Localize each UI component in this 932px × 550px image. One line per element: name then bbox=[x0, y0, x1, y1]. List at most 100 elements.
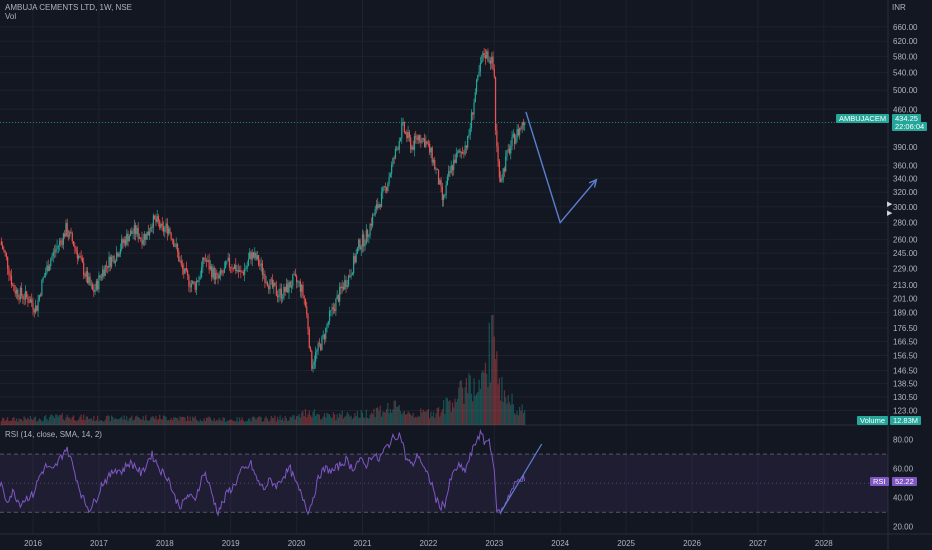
volume-bar bbox=[72, 415, 75, 425]
candle-body bbox=[20, 287, 23, 296]
candle-body bbox=[131, 230, 133, 234]
price-tick-label: 245.00 bbox=[893, 249, 918, 258]
candle-body bbox=[179, 260, 181, 262]
candle-body bbox=[256, 255, 258, 260]
candle-body bbox=[332, 307, 334, 309]
arrowhead-icon bbox=[588, 178, 598, 188]
drawing-tools[interactable] bbox=[500, 111, 598, 513]
volume-bar bbox=[451, 402, 454, 425]
volume-bar bbox=[203, 418, 205, 425]
candle-body bbox=[51, 256, 53, 260]
alert-arrow-icon[interactable]: ▶ bbox=[887, 201, 893, 208]
volume-bar bbox=[496, 351, 498, 425]
candle-body bbox=[358, 239, 360, 248]
candle-body bbox=[53, 251, 56, 253]
candle-body bbox=[232, 268, 234, 270]
volume-bar bbox=[302, 410, 304, 425]
rsi-trend-arrow-drawing[interactable] bbox=[500, 443, 543, 513]
volume-bar bbox=[361, 412, 364, 425]
candle-body bbox=[138, 237, 141, 239]
candle-body bbox=[176, 243, 179, 252]
symbol-title[interactable]: AMBUJA CEMENTS LTD, 1W, NSE bbox=[5, 3, 132, 12]
volume-bar bbox=[122, 419, 124, 425]
candle-body bbox=[47, 265, 49, 271]
volume-bar bbox=[159, 414, 161, 425]
candle-body bbox=[477, 74, 479, 80]
volume-bar bbox=[33, 417, 35, 425]
volume-bar bbox=[498, 377, 500, 425]
volume-bar bbox=[146, 419, 148, 425]
price-axis[interactable]: 660.00 620.00 580.00 540.00 500.00 460.00 390.… bbox=[893, 23, 918, 416]
volume-legend[interactable]: Vol bbox=[5, 12, 17, 21]
candle-body bbox=[473, 102, 475, 115]
volume-bar bbox=[121, 416, 123, 425]
volume-bar bbox=[330, 416, 332, 425]
candle-body bbox=[299, 281, 302, 292]
volume-bar bbox=[55, 414, 57, 425]
volume-bar bbox=[246, 420, 248, 425]
candle-body bbox=[410, 137, 412, 150]
candle-body bbox=[450, 165, 452, 173]
volume-bar bbox=[430, 411, 432, 425]
currency-label[interactable]: INR bbox=[892, 3, 906, 12]
volume-bar bbox=[298, 413, 300, 425]
candle-body bbox=[216, 272, 218, 274]
candle-body bbox=[316, 350, 318, 353]
candle-body bbox=[74, 246, 76, 248]
volume-bar bbox=[458, 387, 460, 425]
candle-body bbox=[489, 60, 492, 64]
candle-body bbox=[474, 92, 476, 103]
volume-bar bbox=[403, 410, 405, 425]
candle-body bbox=[41, 280, 43, 296]
candle-body bbox=[427, 143, 429, 145]
volume-bar bbox=[42, 420, 44, 425]
volume-bar bbox=[204, 420, 206, 425]
candle-body bbox=[444, 194, 446, 196]
candle-body bbox=[469, 127, 471, 135]
candlestick-series[interactable] bbox=[0, 48, 526, 373]
volume-bar bbox=[131, 415, 133, 425]
volume-bar bbox=[22, 421, 24, 425]
time-axis-label: 2016 bbox=[24, 539, 42, 548]
grid-lines bbox=[0, 0, 888, 534]
candle-body bbox=[188, 275, 190, 287]
candle-body bbox=[22, 295, 24, 299]
volume-bar bbox=[441, 409, 443, 425]
volume-bar bbox=[506, 403, 508, 425]
volume-bar bbox=[306, 417, 308, 425]
volume-bar bbox=[60, 415, 62, 425]
candle-body bbox=[192, 281, 194, 284]
candle-body bbox=[78, 256, 80, 259]
alert-arrow-icon[interactable]: ▶ bbox=[887, 210, 893, 217]
volume-bar bbox=[328, 414, 331, 425]
volume-bar bbox=[164, 415, 166, 425]
volume-bar bbox=[116, 419, 118, 425]
volume-bar bbox=[368, 418, 370, 425]
candle-body bbox=[404, 132, 407, 133]
volume-bar bbox=[450, 411, 452, 425]
volume-bar bbox=[171, 420, 174, 425]
candle-body bbox=[327, 321, 329, 325]
volume-bar bbox=[472, 401, 474, 425]
forecast-path-drawing[interactable] bbox=[525, 111, 597, 225]
volume-bar bbox=[242, 420, 244, 425]
candle-body bbox=[110, 257, 113, 267]
candle-body bbox=[145, 233, 147, 240]
volume-bar bbox=[391, 412, 393, 425]
time-axis[interactable]: 2016 2017 2018 2019 2020 2021 2022 2023 2024 2025… bbox=[24, 539, 833, 548]
candle-body bbox=[260, 263, 262, 266]
volume-bar bbox=[524, 410, 526, 425]
candle-body bbox=[60, 240, 62, 242]
volume-bar bbox=[293, 415, 295, 425]
candle-body bbox=[203, 257, 205, 260]
volume-bar bbox=[426, 410, 428, 425]
candle-body bbox=[162, 226, 165, 232]
candle-body bbox=[361, 234, 364, 247]
candle-body bbox=[470, 112, 473, 128]
rsi-legend[interactable]: RSI (14, close, SMA, 14, 2) bbox=[5, 430, 102, 439]
volume-bar bbox=[280, 419, 282, 425]
volume-bar bbox=[413, 417, 416, 425]
volume-bar bbox=[113, 419, 115, 425]
rsi-axis[interactable]: 80.00 60.00 40.00 20.00 bbox=[893, 436, 914, 532]
